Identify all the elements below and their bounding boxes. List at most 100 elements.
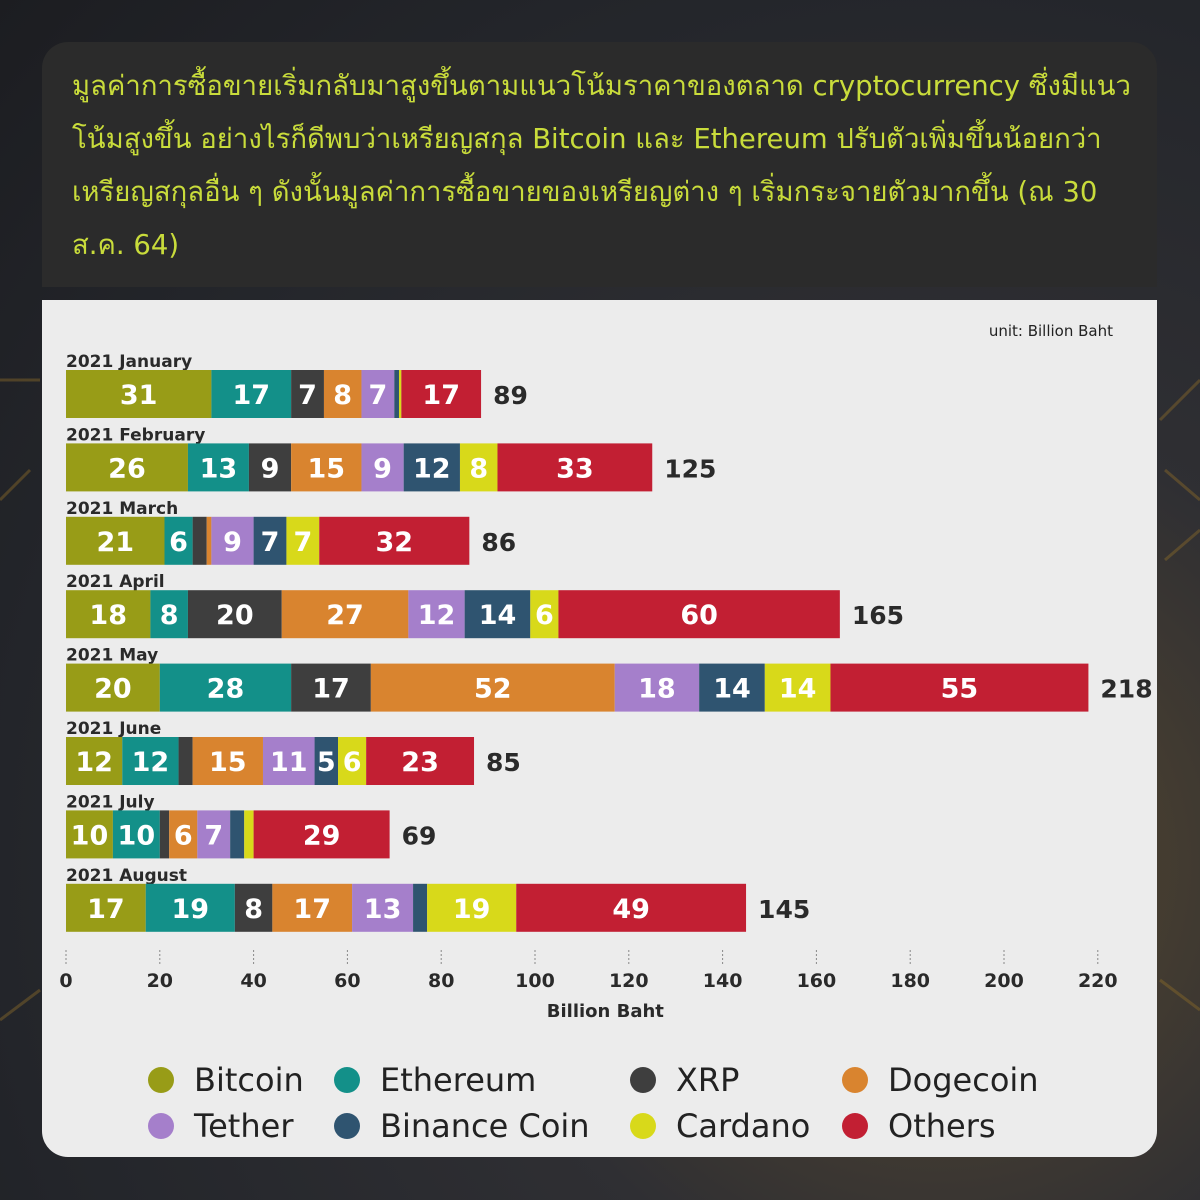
bar-segment-others	[253, 810, 390, 859]
x-tick-label: 0	[59, 970, 72, 992]
category-label: 2021 May	[66, 646, 158, 666]
bar-segment-xrp	[248, 443, 292, 492]
x-tick-label: 100	[515, 970, 555, 992]
headline-text: มูลค่าการซื้อขายเริ่มกลับมาสูงขึ้นตามแนว…	[72, 70, 1131, 261]
segment-value-label: 12	[132, 747, 170, 778]
bar-segment-bitcoin	[66, 516, 165, 565]
bar-segment-bitcoin	[66, 737, 123, 785]
bar-segment-tether	[211, 516, 254, 565]
bar-segment-tether	[361, 443, 404, 492]
bar-segment-tether	[352, 883, 414, 932]
bar-segment-others	[401, 370, 482, 418]
x-tick-label: 220	[1078, 970, 1118, 992]
segment-value-label: 13	[364, 894, 402, 925]
legend-swatch	[148, 1113, 174, 1139]
legend-swatch	[630, 1067, 656, 1093]
segment-value-label: 6	[169, 527, 188, 558]
bar-segment-binance-coin	[230, 810, 245, 859]
legend-item-tether: Tether	[148, 1106, 293, 1146]
segment-value-label: 18	[638, 674, 676, 705]
bar-segment-cardano	[286, 516, 320, 565]
bar-segment-cardano	[427, 883, 517, 932]
legend-swatch	[148, 1067, 174, 1093]
legend-swatch	[630, 1113, 656, 1139]
x-tick-label: 20	[147, 970, 173, 992]
legend-label: Ethereum	[380, 1061, 537, 1099]
bar-segment-tether	[408, 590, 465, 639]
bar-segment-xrp	[234, 883, 273, 932]
segment-value-label: 55	[941, 674, 979, 705]
legend-label: XRP	[676, 1061, 740, 1099]
segment-value-label: 9	[261, 453, 280, 484]
legend-swatch	[842, 1113, 868, 1139]
x-tick-label: 180	[890, 970, 930, 992]
bar-segment-ethereum	[211, 370, 292, 418]
bar-segment-bitcoin	[66, 590, 151, 639]
bar-segment-bitcoin	[66, 810, 113, 859]
bar-segment-dogecoin	[206, 516, 212, 565]
bar-total-label: 125	[664, 454, 716, 483]
segment-value-label: 6	[535, 600, 554, 631]
bar-total-label: 89	[493, 381, 528, 410]
bar-segment-bitcoin	[66, 370, 212, 418]
segment-value-label: 8	[160, 600, 179, 631]
segment-value-label: 15	[209, 747, 247, 778]
segment-value-label: 32	[376, 527, 414, 558]
category-label: 2021 June	[66, 719, 161, 739]
segment-value-label: 9	[223, 527, 242, 558]
legend-swatch	[842, 1067, 868, 1093]
segment-value-label: 20	[94, 674, 132, 705]
bar-segment-tether	[361, 370, 395, 418]
bar-segment-others	[497, 443, 653, 492]
legend-label: Dogecoin	[888, 1061, 1039, 1099]
unit-label: unit: Billion Baht	[988, 322, 1113, 340]
segment-value-label: 7	[204, 820, 223, 851]
segment-value-label: 8	[469, 453, 488, 484]
segment-value-label: 8	[333, 380, 352, 411]
bar-segment-binance-coin	[699, 663, 765, 712]
bar-segment-ethereum	[187, 443, 249, 492]
bar-segment-dogecoin	[192, 737, 263, 785]
segment-value-label: 49	[612, 894, 650, 925]
bar-total-label: 218	[1100, 675, 1152, 704]
segment-value-label: 52	[474, 674, 512, 705]
segment-value-label: 27	[326, 600, 364, 631]
x-tick-label: 160	[797, 970, 837, 992]
segment-value-label: 9	[373, 453, 392, 484]
segment-value-label: 29	[303, 820, 341, 851]
legend-item-ethereum: Ethereum	[334, 1060, 536, 1100]
x-tick-label: 40	[240, 970, 266, 992]
bar-segment-binance-coin	[394, 370, 399, 418]
segment-value-label: 7	[368, 380, 387, 411]
segment-value-label: 7	[298, 380, 317, 411]
bar-segment-bitcoin	[66, 443, 188, 492]
bar-segment-tether	[614, 663, 700, 712]
category-label: 2021 January	[66, 352, 192, 372]
segment-value-label: 20	[216, 600, 254, 631]
category-label: 2021 July	[66, 792, 155, 812]
segment-value-label: 10	[118, 820, 156, 851]
bar-segment-cardano	[338, 737, 367, 785]
bar-segment-binance-coin	[464, 590, 531, 639]
bar-segment-dogecoin	[169, 810, 198, 859]
segment-value-label: 19	[171, 894, 209, 925]
segment-value-label: 31	[120, 380, 158, 411]
segment-value-label: 14	[779, 674, 817, 705]
bar-segment-bitcoin	[66, 663, 160, 712]
bar-total-label: 86	[481, 528, 516, 557]
legend-swatch	[334, 1113, 360, 1139]
segment-value-label: 10	[71, 820, 109, 851]
bar-segment-xrp	[192, 516, 207, 565]
segment-value-label: 6	[343, 747, 362, 778]
segment-value-label: 13	[200, 453, 238, 484]
bar-segment-xrp	[159, 810, 170, 859]
category-label: 2021 April	[66, 572, 165, 592]
segment-value-label: 14	[479, 600, 517, 631]
segment-value-label: 21	[96, 527, 134, 558]
bar-segment-xrp	[291, 370, 324, 418]
legend-item-others: Others	[842, 1106, 996, 1146]
segment-value-label: 12	[75, 747, 113, 778]
segment-value-label: 7	[293, 527, 312, 558]
legend-item-bitcoin: Bitcoin	[148, 1060, 304, 1100]
bar-total-label: 85	[486, 748, 521, 777]
